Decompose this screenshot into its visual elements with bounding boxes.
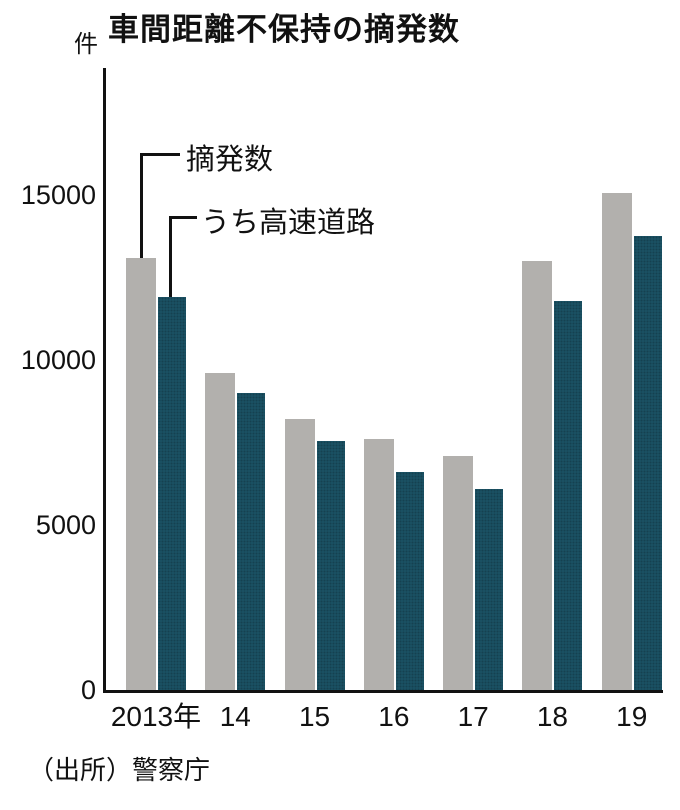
bar-total	[363, 439, 394, 690]
y-axis-unit-label: 件	[74, 31, 98, 58]
x-axis-tick-label: 19	[616, 701, 648, 732]
leader-line-expressway-horizontal	[169, 216, 197, 219]
leader-line-total-horizontal	[140, 153, 180, 156]
x-axis-tick-label: 2013年	[110, 701, 202, 732]
x-axis-tick-label: 15	[298, 701, 331, 732]
y-axis-tick-label: 5000	[35, 510, 96, 540]
legend-label-total: 摘発数	[186, 144, 274, 176]
bar-expressway	[158, 297, 186, 690]
bar-expressway	[554, 301, 583, 690]
x-axis-tick-label: 17	[457, 701, 489, 732]
legend-label-expressway: うち高速道路	[201, 207, 376, 239]
bar-expressway	[475, 489, 504, 690]
bar-total	[522, 261, 553, 690]
bar-total	[284, 419, 315, 690]
bar-total	[205, 373, 236, 690]
x-axis-tick-label: 14	[219, 701, 251, 732]
y-axis-tick-label: 0	[80, 675, 96, 705]
x-axis-tick-label: 18	[536, 701, 568, 732]
bar-total	[601, 193, 632, 690]
bar-total	[126, 258, 156, 690]
bar-expressway	[395, 472, 424, 690]
bar-expressway	[633, 236, 662, 690]
y-axis-tick-label: 15000	[20, 180, 96, 210]
bar-expressway	[316, 441, 345, 690]
bar-total	[443, 456, 474, 690]
source-note: （出所）警察庁	[28, 755, 211, 785]
leader-line-expressway-vertical	[169, 216, 172, 298]
y-axis-tick-label: 10000	[20, 345, 96, 375]
chart-title: 車間距離不保持の摘発数	[108, 12, 460, 47]
x-axis-line	[103, 690, 663, 693]
bar-expressway	[237, 393, 266, 690]
y-axis-line	[103, 68, 106, 693]
leader-line-total-vertical	[140, 153, 143, 258]
x-axis-tick-label: 16	[378, 701, 410, 732]
